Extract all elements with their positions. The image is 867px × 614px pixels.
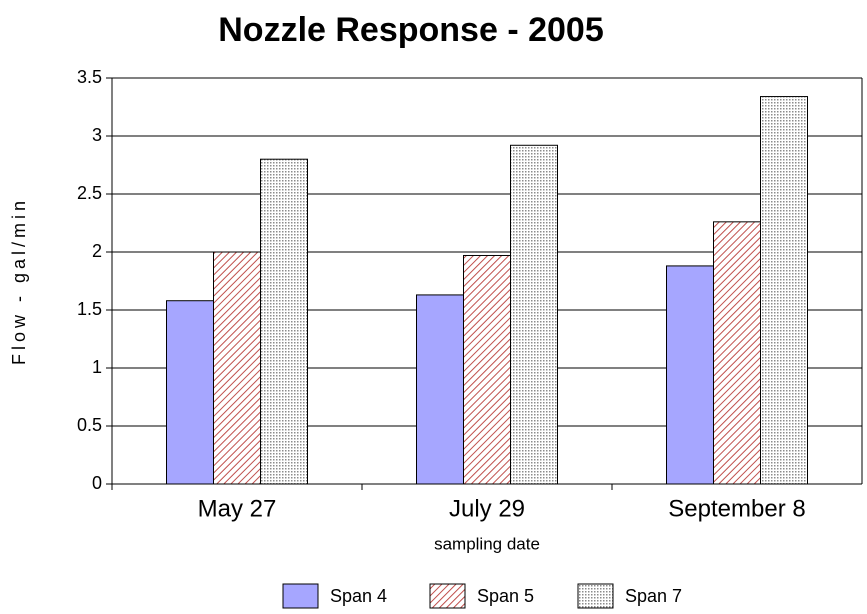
y-tick-label: 1.5: [77, 299, 102, 319]
bar: [166, 300, 214, 485]
bar: [463, 254, 511, 485]
x-tick-label: September 8: [668, 495, 805, 522]
x-tick-label: May 27: [198, 495, 277, 522]
y-tick-label: 3.5: [77, 67, 102, 87]
bar: [666, 265, 714, 485]
y-axis-label: Flow - gal/min: [9, 197, 29, 365]
y-tick-label: 0: [92, 473, 102, 493]
y-tick-label: 2.5: [77, 183, 102, 203]
legend-swatch: [577, 583, 614, 609]
y-tick-label: 0.5: [77, 415, 102, 435]
bar: [416, 294, 464, 485]
legend-swatch: [429, 583, 466, 609]
bar: [760, 96, 808, 485]
bar: [260, 158, 308, 485]
legend-swatch: [282, 583, 319, 609]
legend-label: Span 7: [625, 586, 682, 606]
chart-title: Nozzle Response - 2005: [218, 11, 603, 49]
bar: [510, 144, 558, 485]
bar: [213, 251, 261, 485]
y-tick-label: 1: [92, 357, 102, 377]
legend-label: Span 5: [477, 586, 534, 606]
legend-label: Span 4: [330, 586, 387, 606]
y-tick-label: 3: [92, 125, 102, 145]
y-tick-label: 2: [92, 241, 102, 261]
x-tick-label: July 29: [449, 495, 525, 522]
bar: [713, 221, 761, 485]
x-axis-label: sampling date: [434, 534, 540, 553]
